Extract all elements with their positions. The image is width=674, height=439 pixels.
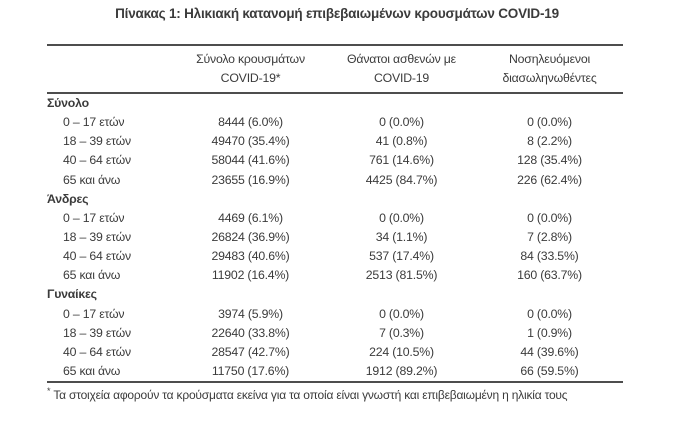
cases-value: 22640 (33.8%) — [211, 325, 290, 340]
table-header-row: Σύνολο κρουσμάτων COVID-19* Θάνατοι ασθε… — [47, 46, 623, 94]
cases-value: 4469 (6.1%) — [218, 210, 283, 225]
column-header-total-cases-line2: COVID-19* — [220, 71, 281, 85]
section-header-row-men: Άνδρες — [47, 190, 623, 209]
table-row: 0 – 17 ετών 3974 (5.9%) 0 (0.0%) 0 (0.0%… — [47, 305, 623, 324]
cases-value: 3974 (5.9%) — [218, 306, 283, 321]
cases-value: 26824 (36.9%) — [211, 229, 290, 244]
table-row: 18 – 39 ετών 22640 (33.8%) 7 (0.3%) 1 (0… — [47, 324, 623, 343]
section-header-row-total: Σύνολο — [47, 94, 623, 113]
deaths-value: 7 (0.3%) — [379, 325, 424, 340]
intubated-value: 0 (0.0%) — [527, 210, 572, 225]
deaths-value: 224 (10.5%) — [369, 344, 434, 359]
column-header-intubated-line1: Νοσηλευόμενοι — [508, 52, 591, 66]
intubated-value: 128 (35.4%) — [517, 153, 582, 168]
table-row: 65 και άνω 11750 (17.6%) 1912 (89.2%) 66… — [47, 362, 623, 381]
intubated-value: 44 (39.6%) — [520, 344, 579, 359]
table-body: Σύνολο 0 – 17 ετών 8444 (6.0%) 0 (0.0%) … — [47, 94, 623, 381]
intubated-value: 7 (2.8%) — [527, 229, 572, 244]
age-group-label: 65 και άνω — [63, 172, 121, 187]
deaths-value: 34 (1.1%) — [375, 229, 428, 244]
cases-value: 11750 (17.6%) — [211, 363, 290, 378]
intubated-value: 66 (59.5%) — [520, 363, 579, 378]
footnote-marker: * — [47, 386, 51, 396]
age-group-label: 18 – 39 ετών — [63, 229, 131, 244]
column-header-deaths-line1: Θάνατοι ασθενών με — [347, 52, 456, 66]
column-header-deaths: Θάνατοι ασθενών με COVID-19 — [327, 50, 476, 88]
age-group-label: 65 και άνω — [63, 363, 121, 378]
age-group-label: 0 – 17 ετών — [63, 210, 125, 225]
age-group-label: 40 – 64 ετών — [63, 249, 131, 264]
section-header-row-women: Γυναίκες — [47, 285, 623, 304]
table-row: 65 και άνω 11902 (16.4%) 2513 (81.5%) 16… — [47, 266, 623, 285]
cases-value: 11902 (16.4%) — [211, 268, 290, 283]
table-title: Πίνακας 1: Ηλικιακή κατανομή επιβεβαιωμέ… — [115, 6, 559, 21]
table-row: 40 – 64 ετών 58044 (41.6%) 761 (14.6%) 1… — [47, 151, 623, 170]
cases-value: 49470 (35.4%) — [211, 134, 290, 149]
deaths-value: 1912 (89.2%) — [365, 363, 438, 378]
intubated-value: 0 (0.0%) — [527, 115, 572, 130]
section-label: Άνδρες — [47, 191, 89, 206]
section-label: Σύνολο — [47, 96, 89, 110]
age-group-label: 65 και άνω — [63, 268, 121, 283]
deaths-value: 0 (0.0%) — [379, 115, 424, 130]
deaths-value: 2513 (81.5%) — [365, 268, 438, 283]
table-row: 0 – 17 ετών 4469 (6.1%) 0 (0.0%) 0 (0.0%… — [47, 209, 623, 228]
deaths-value: 0 (0.0%) — [379, 210, 424, 225]
table-row: 18 – 39 ετών 26824 (36.9%) 34 (1.1%) 7 (… — [47, 228, 623, 247]
covid-age-distribution-table: Σύνολο κρουσμάτων COVID-19* Θάνατοι ασθε… — [47, 44, 623, 384]
deaths-value: 4425 (84.7%) — [365, 172, 438, 187]
column-header-empty — [47, 50, 174, 88]
table-row: 40 – 64 ετών 29483 (40.6%) 537 (17.4%) 8… — [47, 247, 623, 266]
age-group-label: 0 – 17 ετών — [63, 115, 125, 130]
cases-value: 28547 (42.7%) — [211, 344, 290, 359]
column-header-intubated-line2: διασωληνωθέντες — [502, 71, 597, 85]
age-group-label: 18 – 39 ετών — [63, 325, 131, 340]
intubated-value: 84 (33.5%) — [520, 249, 579, 264]
column-header-total-cases-line1: Σύνολο κρουσμάτων — [196, 52, 305, 66]
age-group-label: 0 – 17 ετών — [63, 306, 125, 321]
intubated-value: 1 (0.9%) — [527, 325, 572, 340]
table-row: 18 – 39 ετών 49470 (35.4%) 41 (0.8%) 8 (… — [47, 132, 623, 151]
table-row: 40 – 64 ετών 28547 (42.7%) 224 (10.5%) 4… — [47, 343, 623, 362]
cases-value: 29483 (40.6%) — [211, 249, 290, 264]
cases-value: 8444 (6.0%) — [218, 115, 283, 130]
deaths-value: 0 (0.0%) — [379, 306, 424, 321]
deaths-value: 761 (14.6%) — [369, 153, 434, 168]
section-label: Γυναίκες — [47, 287, 97, 302]
column-header-total-cases: Σύνολο κρουσμάτων COVID-19* — [174, 50, 327, 88]
deaths-value: 537 (17.4%) — [369, 249, 434, 264]
column-header-intubated: Νοσηλευόμενοι διασωληνωθέντες — [476, 50, 623, 88]
intubated-value: 0 (0.0%) — [527, 306, 572, 321]
intubated-value: 8 (2.2%) — [527, 134, 572, 149]
cases-value: 58044 (41.6%) — [211, 153, 290, 168]
intubated-value: 226 (62.4%) — [517, 172, 582, 187]
column-header-deaths-line2: COVID-19 — [373, 71, 430, 85]
age-group-label: 18 – 39 ετών — [63, 134, 131, 149]
deaths-value: 41 (0.8%) — [375, 134, 428, 149]
footnote: * Τα στοιχεία αφορούν τα κρούσματα εκείνα… — [47, 384, 637, 403]
age-group-label: 40 – 64 ετών — [63, 344, 131, 359]
cases-value: 23655 (16.9%) — [211, 172, 290, 187]
age-group-label: 40 – 64 ετών — [63, 153, 131, 168]
footnote-text: Τα στοιχεία αφορούν τα κρούσματα εκείνα … — [53, 388, 568, 402]
table-row: 0 – 17 ετών 8444 (6.0%) 0 (0.0%) 0 (0.0%… — [47, 113, 623, 132]
table-row: 65 και άνω 23655 (16.9%) 4425 (84.7%) 22… — [47, 171, 623, 190]
intubated-value: 160 (63.7%) — [517, 268, 582, 283]
